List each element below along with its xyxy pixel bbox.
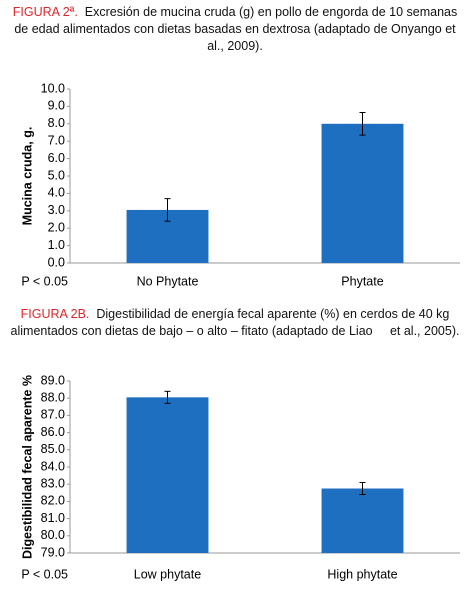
y-tick-label: 88.0 (41, 390, 65, 404)
y-tick-label: 82.0 (41, 494, 65, 508)
chart: 79.0 80.0 81.0 82.0 83.0 84.0 85.0 86.0 87.0 88.0… (20, 373, 460, 581)
figure-caption: FIGURA 2B. Digestibilidad de energía fec… (8, 306, 462, 340)
y-tick-label: 1.0 (48, 238, 65, 252)
y-tick-label: 83.0 (41, 476, 65, 490)
y-tick-label: 8.0 (48, 116, 65, 130)
y-tick-label: 7.0 (48, 133, 65, 147)
figure-caption: FIGURA 2ª. Excresión de mucina cruda (g)… (8, 4, 462, 55)
y-tick-label: 9.0 (48, 99, 65, 113)
caption-text: Digestibilidad de energía fecal aparente… (10, 307, 460, 338)
x-tick-label: Phytate (341, 274, 383, 288)
caption-text: Excresión de mucina cruda (g) en pollo d… (14, 5, 461, 53)
y-tick-label: 2.0 (48, 220, 65, 234)
y-tick-label: 3.0 (48, 203, 65, 217)
error-bar (164, 390, 171, 404)
bar (321, 123, 404, 263)
y-tick-label: 87.0 (41, 408, 65, 422)
bar (126, 397, 209, 553)
y-tick-label: 80.0 (41, 528, 65, 542)
error-bar (359, 111, 366, 136)
error-bar (359, 481, 366, 496)
y-tick-label: 6.0 (48, 151, 65, 165)
y-tick-label: 89.0 (41, 373, 65, 387)
y-tick-label: 79.0 (41, 545, 65, 559)
x-tick-label: No Phytate (137, 274, 199, 288)
y-tick-label: 84.0 (41, 459, 65, 473)
bar (321, 488, 404, 553)
annotation: P < 0.05 (21, 274, 68, 288)
y-tick-label: 81.0 (41, 511, 65, 525)
annotation: P < 0.05 (21, 567, 68, 581)
figure-label: FIGURA 2B. (20, 307, 90, 321)
x-tick-label: High phytate (327, 567, 397, 581)
error-bar (164, 198, 171, 222)
chart: 0.0 1.0 2.0 3.0 4.0 5.0 6.0 7.0 8.0 9.0 10.0 Mucina… (20, 81, 460, 288)
y-tick-label: 10.0 (41, 81, 65, 95)
x-tick-label: Low phytate (134, 567, 201, 581)
y-axis-label: Digestibilidad fecal aparente % (20, 375, 34, 559)
y-tick-label: 4.0 (48, 186, 65, 200)
y-tick-label: 5.0 (48, 168, 65, 182)
y-tick-label: 85.0 (41, 442, 65, 456)
figure-label: FIGURA 2ª. (12, 5, 78, 19)
y-axis-label: Mucina cruda, g. (20, 127, 34, 226)
y-tick-label: 0.0 (48, 255, 65, 269)
y-tick-label: 86.0 (41, 425, 65, 439)
